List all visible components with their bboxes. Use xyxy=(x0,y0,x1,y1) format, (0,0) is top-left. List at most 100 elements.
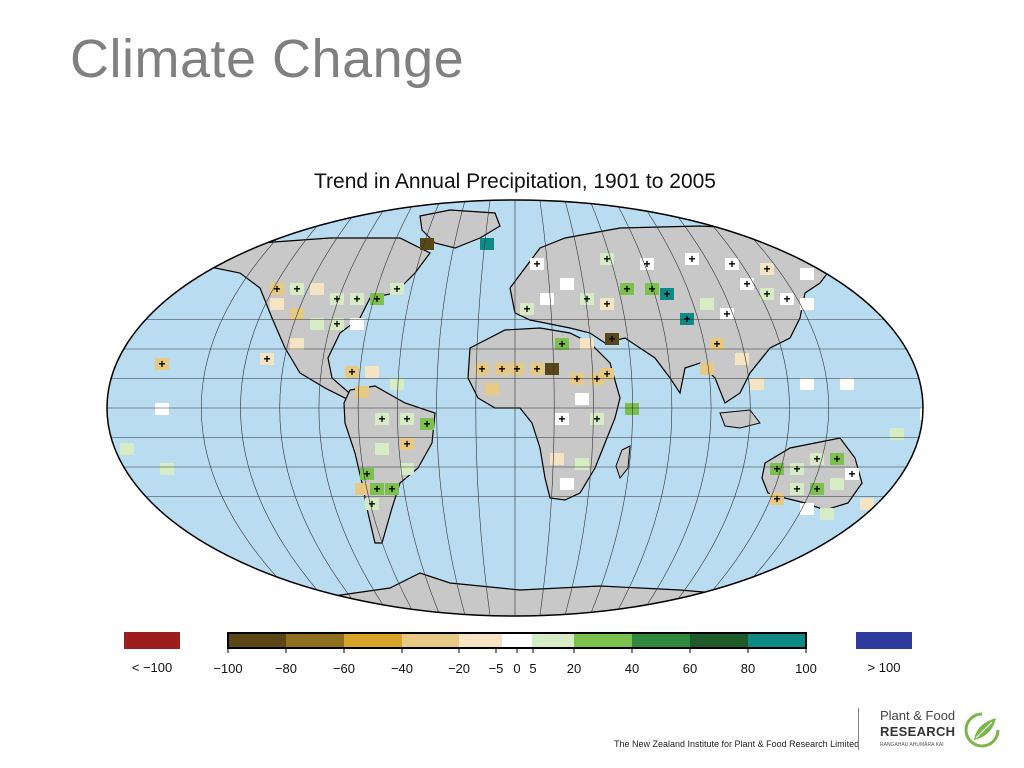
trend-cell xyxy=(580,293,594,305)
trend-cell xyxy=(845,468,859,480)
plant-food-research-logo: Plant & Food RESEARCH RANGAHAU AHUMĀRA K… xyxy=(858,706,1008,754)
significance-plus-icon: + xyxy=(603,367,610,381)
significance-plus-icon: + xyxy=(783,292,790,306)
significance-plus-icon: + xyxy=(513,362,520,376)
trend-cell xyxy=(725,258,739,270)
legend-tick-label: 40 xyxy=(625,661,639,676)
trend-cell xyxy=(350,293,364,305)
legend-tick-label: 80 xyxy=(741,661,755,676)
meridian-line xyxy=(714,200,830,616)
trend-cell xyxy=(605,333,619,345)
trend-cell xyxy=(700,363,714,375)
significance-plus-icon: + xyxy=(523,302,530,316)
significance-plus-icon: + xyxy=(813,482,820,496)
significance-plus-icon: + xyxy=(158,357,165,371)
trend-cell xyxy=(530,363,544,375)
slide-title: Climate Change xyxy=(70,29,465,89)
trend-cell xyxy=(420,418,434,430)
significance-plus-icon: + xyxy=(763,287,770,301)
trend-cell xyxy=(620,283,634,295)
trend-cell xyxy=(840,378,854,390)
trend-cell xyxy=(365,498,379,510)
significance-plus-icon: + xyxy=(573,372,580,386)
trend-cell xyxy=(350,318,364,330)
significance-plus-icon: + xyxy=(533,362,540,376)
legend-tick-label: 20 xyxy=(567,661,581,676)
trend-cell xyxy=(920,408,923,420)
trend-cell xyxy=(390,378,404,390)
legend-tick-label: −5 xyxy=(489,661,504,676)
trend-cell xyxy=(495,363,509,375)
trend-cell xyxy=(270,283,284,295)
trend-cell xyxy=(560,478,574,490)
logo-divider xyxy=(858,708,859,750)
trend-cell xyxy=(400,413,414,425)
trend-cell xyxy=(760,263,774,275)
trend-cell xyxy=(560,278,574,290)
significance-plus-icon: + xyxy=(403,437,410,451)
legend-tick-label: 0 xyxy=(513,661,520,676)
significance-plus-icon: + xyxy=(823,257,830,271)
trend-cell xyxy=(790,483,804,495)
precipitation-legend: < −100 −100 −80 −60 −40 −20 −5 0 5 20 40 60 80 100 >… xyxy=(124,632,912,676)
trend-cell xyxy=(645,283,659,295)
trend-cells xyxy=(120,238,923,530)
trend-cell xyxy=(390,283,404,295)
trend-cell xyxy=(570,373,584,385)
trend-cell xyxy=(370,483,384,495)
significance-plus-icon: + xyxy=(723,307,730,321)
significance-plus-icon: + xyxy=(293,282,300,296)
significance-plus-icon: + xyxy=(333,292,340,306)
trend-cell xyxy=(155,358,169,370)
legend-color-band xyxy=(748,633,806,648)
significance-plus-icon: + xyxy=(833,452,840,466)
meridian-line xyxy=(614,200,673,616)
significance-plus-icon: + xyxy=(793,462,800,476)
trend-cell xyxy=(800,268,814,280)
trend-cell xyxy=(345,366,359,378)
significance-plus-icon: + xyxy=(688,252,695,266)
trend-cell xyxy=(155,403,169,415)
trend-cell xyxy=(260,353,274,365)
trend-cell xyxy=(290,283,304,295)
significance-plus-icon: + xyxy=(683,312,690,326)
trend-cell xyxy=(710,338,724,350)
graticule xyxy=(107,200,923,616)
trend-cell xyxy=(760,288,774,300)
trend-cell xyxy=(480,238,494,250)
significance-plus-icon: + xyxy=(583,292,590,306)
trend-cell xyxy=(550,453,564,465)
significance-plus-icon: + xyxy=(643,257,650,271)
significance-plus-icon: + xyxy=(648,282,655,296)
legend-color-band xyxy=(502,633,532,648)
meridian-line xyxy=(397,200,441,616)
legend-color-band xyxy=(632,633,690,648)
meridian-line xyxy=(240,200,341,616)
significance-plus-icon: + xyxy=(813,452,820,466)
globe-outline xyxy=(106,199,924,617)
world-precipitation-map: + + + + + + + + + + + + + + + + + + + + + + + + + + + + + + + + + + + + + + + +… xyxy=(106,199,924,617)
significance-plus-icon: + xyxy=(423,417,430,431)
meridian-line xyxy=(475,200,491,616)
meridian-line xyxy=(279,200,366,616)
trend-cell xyxy=(660,288,674,300)
trend-cell xyxy=(600,368,614,380)
significance-plus-icon: + xyxy=(373,292,380,306)
legend-tick-label: 60 xyxy=(683,661,697,676)
map-title: Trend in Annual Precipitation, 1901 to 2… xyxy=(313,170,716,193)
legend-tick-label: −60 xyxy=(333,661,355,676)
trend-cell xyxy=(890,428,904,440)
trend-cell xyxy=(385,483,399,495)
trend-cell xyxy=(800,298,814,310)
significance-plus-icon: + xyxy=(363,467,370,481)
significance-plus-icon: + xyxy=(603,297,610,311)
meridian-line xyxy=(357,200,416,616)
legend-color-band xyxy=(402,633,459,648)
trend-cell xyxy=(860,498,874,510)
trend-cell xyxy=(625,403,639,415)
significance-plus-icon: + xyxy=(763,262,770,276)
significance-plus-icon: + xyxy=(558,412,565,426)
trend-cell xyxy=(830,453,844,465)
trend-cell xyxy=(485,383,499,395)
significance-plus-icon: + xyxy=(848,467,855,481)
